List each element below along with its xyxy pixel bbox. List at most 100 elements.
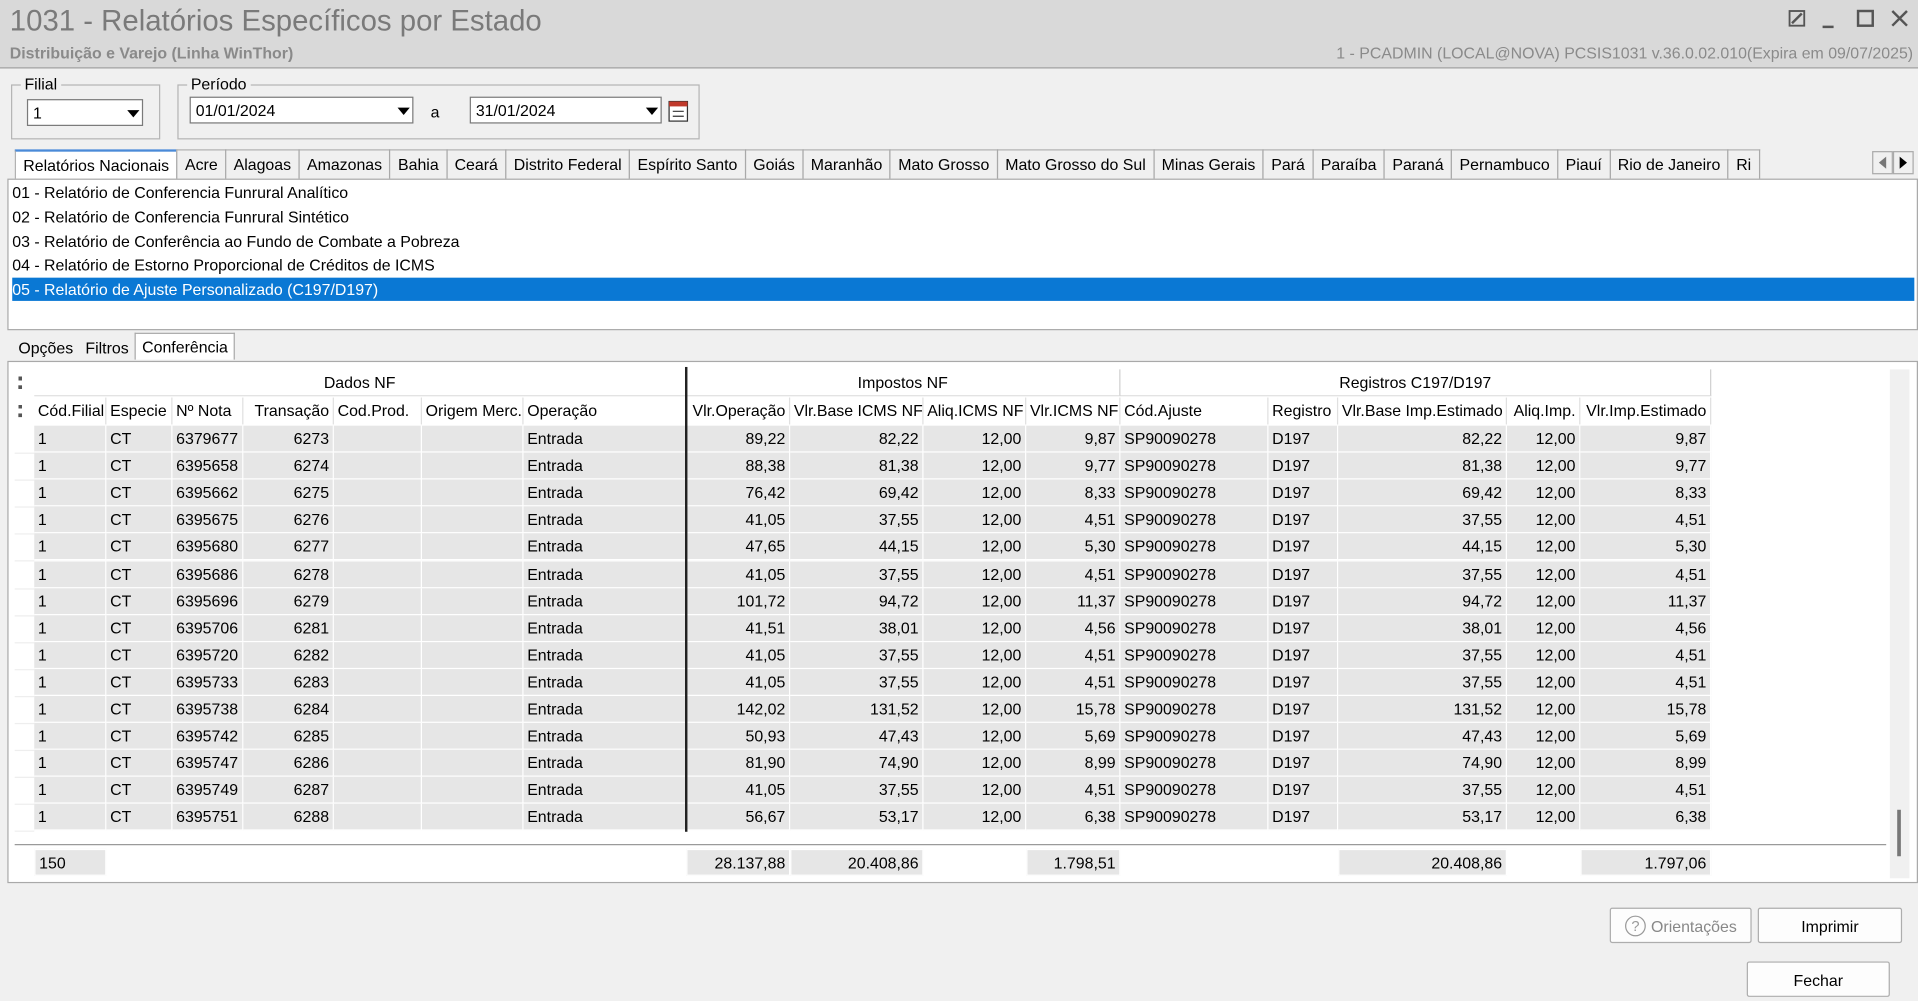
row-indicator[interactable] — [14, 453, 35, 481]
sub-tab[interactable]: Opções — [18, 338, 74, 358]
tab[interactable]: Espírito Santo — [628, 149, 746, 180]
restore-button[interactable] — [1788, 10, 1806, 27]
tab[interactable]: Bahia — [389, 149, 448, 180]
calendar-button[interactable] — [665, 98, 692, 125]
column-header[interactable]: Cód.Ajuste — [1120, 397, 1269, 425]
grid-cell: 76,42 — [686, 479, 791, 507]
column-header[interactable]: Operação — [524, 397, 687, 425]
column-header[interactable]: Especie — [106, 397, 173, 425]
tab[interactable]: Mato Grosso do Sul — [996, 149, 1155, 180]
grid-cell: 6274 — [243, 452, 334, 480]
row-indicator[interactable] — [14, 615, 35, 644]
scroll-thumb[interactable] — [1897, 809, 1901, 857]
report-item[interactable]: 05 - Relatório de Ajuste Personalizado (… — [12, 277, 1915, 302]
row-indicator[interactable] — [14, 426, 35, 454]
tab[interactable]: Alagoas — [225, 149, 300, 180]
column-header[interactable]: Transação — [243, 397, 334, 425]
report-item[interactable]: 04 - Relatório de Estorno Proporcional d… — [12, 256, 435, 275]
footer-total: 20.408,86 — [1338, 848, 1507, 876]
tab[interactable]: Pará — [1262, 149, 1314, 180]
maximize-button[interactable] — [1856, 9, 1874, 27]
column-header[interactable]: Aliq.ICMS NF — [924, 397, 1027, 425]
grid-cell: 53,17 — [790, 804, 924, 832]
grid-cell: 8,99 — [1026, 750, 1121, 777]
grid-cell — [422, 641, 524, 669]
row-indicator[interactable] — [14, 723, 35, 752]
tab[interactable]: Distrito Federal — [505, 149, 631, 180]
tab[interactable]: Relatórios Nacionais — [14, 149, 178, 180]
tab[interactable]: Maranhão — [802, 149, 891, 180]
tab[interactable]: Acre — [176, 149, 227, 180]
grid-cell: D197 — [1268, 723, 1339, 750]
row-indicator[interactable] — [14, 750, 35, 779]
grid-menu-icon[interactable] — [18, 404, 31, 418]
sub-tab[interactable]: Filtros — [85, 338, 129, 358]
tab[interactable]: Pernambuco — [1450, 149, 1559, 180]
grid-cell: 11,37 — [1026, 587, 1121, 615]
report-item[interactable]: 03 - Relatório de Conferência ao Fundo d… — [12, 231, 460, 251]
grid-cell: 37,55 — [1338, 668, 1507, 696]
filial-combo[interactable]: 1 — [26, 99, 144, 126]
tab[interactable]: Amazonas — [298, 149, 391, 180]
column-header[interactable]: Vlr.Base Imp.Estimado — [1338, 397, 1507, 425]
tab[interactable]: Goiás — [744, 149, 804, 180]
column-header[interactable]: Vlr.Imp.Estimado — [1580, 397, 1712, 425]
grid-cell: CT — [106, 587, 173, 615]
column-header[interactable]: Nº Nota — [172, 397, 244, 425]
grid-cell: 81,38 — [1338, 452, 1507, 480]
grid-cell: 94,72 — [1338, 587, 1507, 615]
grid-cell: 6395742 — [172, 723, 244, 750]
report-item[interactable]: 01 - Relatório de Conferencia Funrural A… — [12, 183, 349, 202]
grid-menu-icon[interactable] — [18, 376, 31, 389]
row-indicator[interactable] — [14, 804, 35, 833]
column-header[interactable]: Cod.Prod. — [334, 397, 423, 425]
grid-cell: 12,00 — [923, 804, 1027, 832]
row-indicator[interactable] — [14, 777, 35, 806]
row-indicator[interactable] — [14, 588, 35, 617]
column-header[interactable]: Vlr.ICMS NF — [1026, 397, 1121, 425]
grid-cell — [333, 750, 423, 777]
sub-tab[interactable]: Conferência — [134, 332, 236, 360]
print-button[interactable]: Imprimir — [1757, 907, 1903, 944]
row-indicator[interactable] — [14, 480, 35, 508]
row-indicator[interactable] — [14, 669, 35, 698]
tab[interactable]: Paraíba — [1312, 149, 1385, 180]
column-header[interactable]: Cód.Filial — [34, 397, 107, 425]
grid-cell: 12,00 — [1506, 641, 1581, 669]
grid-cell: Entrada — [523, 641, 687, 669]
grid-cell: 82,22 — [1338, 425, 1507, 453]
grid-cell: Entrada — [523, 723, 687, 750]
tab[interactable]: Mato Grosso — [889, 149, 998, 180]
row-indicator[interactable] — [14, 642, 35, 671]
scrollbar[interactable] — [1889, 369, 1910, 879]
tab[interactable]: Minas Gerais — [1153, 149, 1264, 180]
grid-cell: SP90090278 — [1120, 533, 1269, 561]
report-item[interactable]: 02 - Relatório de Conferencia Funrural S… — [12, 207, 349, 227]
column-header[interactable]: Registro — [1268, 397, 1339, 425]
date-to[interactable]: 31/01/2024 — [469, 96, 662, 124]
date-from[interactable]: 01/01/2024 — [189, 96, 414, 124]
column-header[interactable]: Vlr.Operação — [686, 397, 791, 425]
row-indicator[interactable] — [14, 561, 35, 589]
combo-value: 1 — [33, 103, 42, 123]
icon — [1899, 156, 1907, 169]
column-header[interactable]: Origem Merc. — [422, 397, 524, 425]
window-title: 1031 - Relatórios Específicos por Estado — [9, 4, 542, 38]
help-button[interactable]: ? Orientações — [1609, 907, 1752, 944]
grid-cell — [422, 614, 524, 642]
tab[interactable]: Ri — [1727, 149, 1760, 180]
tab[interactable]: Rio de Janeiro — [1609, 149, 1729, 180]
grid-cell — [333, 804, 423, 832]
row-indicator[interactable] — [14, 696, 35, 725]
close-window-button[interactable]: Fechar — [1746, 961, 1890, 997]
tab[interactable]: Piauí — [1557, 149, 1611, 180]
tab[interactable]: Ceará — [446, 149, 507, 180]
grid-cell: 81,90 — [686, 750, 791, 777]
column-header[interactable]: Aliq.Imp. — [1507, 397, 1581, 425]
row-indicator[interactable] — [14, 507, 35, 535]
grid-cell — [333, 533, 423, 561]
tab[interactable]: Paraná — [1383, 149, 1453, 180]
grid-cell: 56,67 — [686, 804, 791, 832]
row-indicator[interactable] — [14, 534, 35, 562]
column-header[interactable]: Vlr.Base ICMS NF — [790, 397, 924, 425]
